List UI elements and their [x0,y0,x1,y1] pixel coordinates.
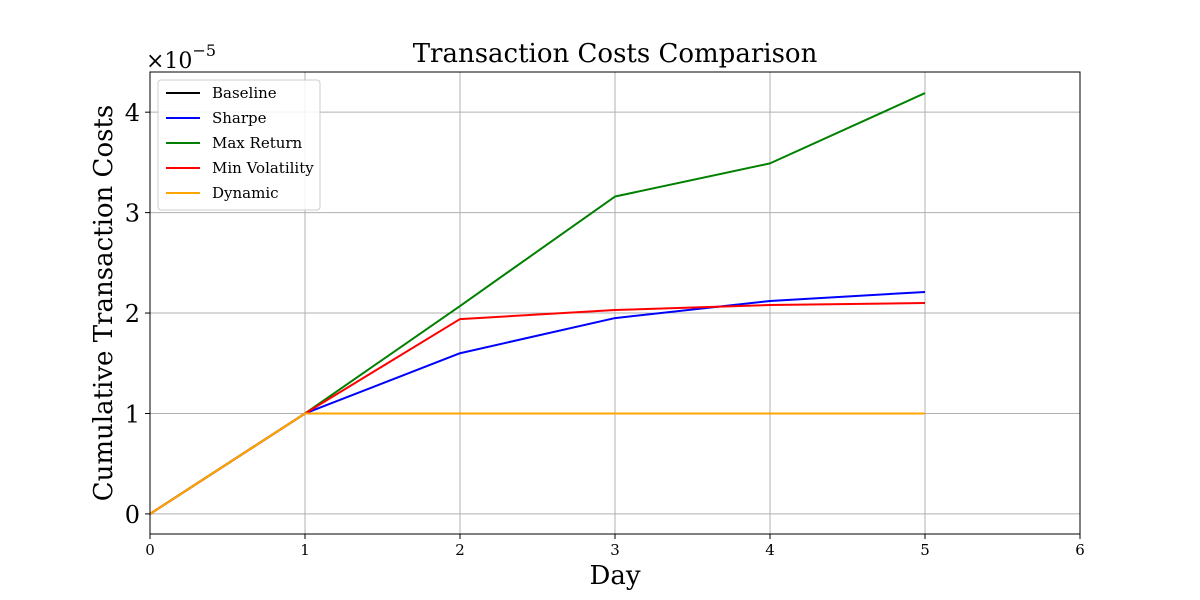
y-tick-label: 2 [125,300,140,328]
legend-item-max-return: Max Return [166,134,303,152]
x-tick-label: 0 [145,541,155,559]
legend-label: Min Volatility [212,159,314,177]
legend-item-dynamic: Dynamic [166,184,279,202]
legend-item-min-volatility: Min Volatility [166,159,314,177]
series-line-sharpe [149,290,926,515]
y-offset-exponent: −5 [192,41,216,60]
series-line-baseline [149,412,925,515]
legend-label: Max Return [212,134,303,152]
y-tick-label: 3 [125,200,140,228]
series-line-dynamic [149,412,925,515]
x-tick-label: 2 [455,541,465,559]
y-axis-label: Cumulative Transaction Costs [89,105,119,502]
legend-label: Sharpe [212,109,267,127]
x-tick-label: 6 [1075,541,1085,559]
y-tick-label: 4 [125,99,140,127]
legend-label: Baseline [212,84,277,102]
x-axis-ticks: 0 1 2 3 4 5 6 [145,534,1085,559]
y-offset-label: ×10−5 [146,41,216,74]
legend-item-baseline: Baseline [166,84,277,102]
x-tick-label: 1 [300,541,310,559]
y-tick-label: 0 [125,501,140,529]
series-lines [149,92,926,515]
x-tick-label: 5 [920,541,930,559]
y-offset-base: ×10 [146,49,192,74]
x-tick-label: 3 [610,541,620,559]
legend: Baseline Sharpe Max Return Min Volatility Dy… [157,79,321,211]
chart-title: Transaction Costs Comparison [413,39,818,69]
x-axis-label: Day [589,561,640,591]
y-axis-ticks: 0 1 2 3 4 [125,99,150,529]
legend-box [157,79,321,211]
legend-item-sharpe: Sharpe [166,109,267,127]
x-tick-label: 4 [765,541,775,559]
y-tick-label: 1 [125,400,140,428]
legend-label: Dynamic [212,184,279,202]
